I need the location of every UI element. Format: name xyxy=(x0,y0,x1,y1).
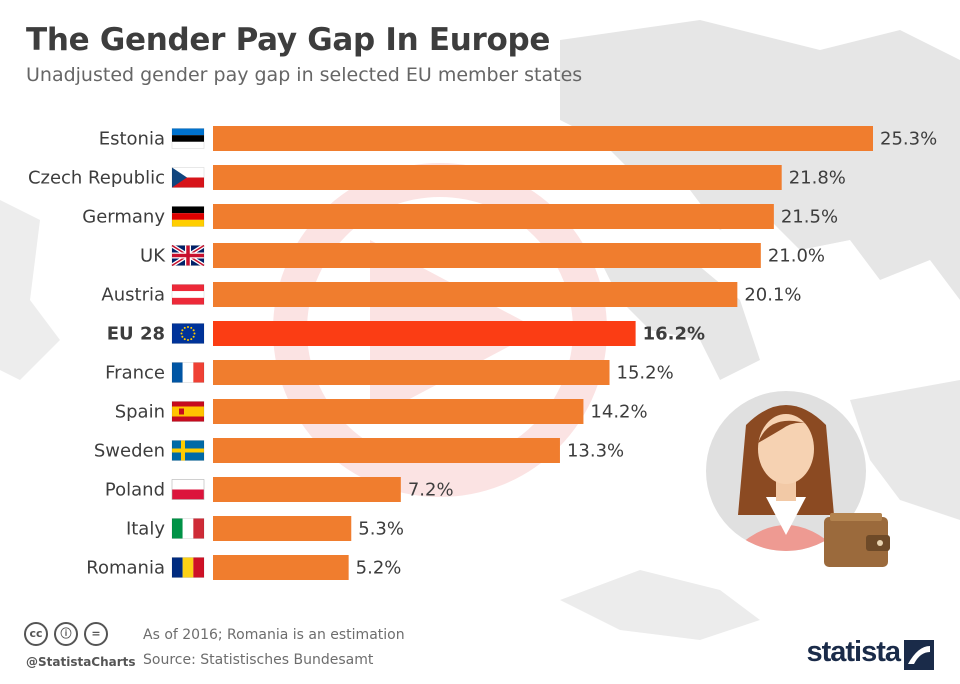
by-icon: ⓘ xyxy=(54,622,78,646)
bar-france xyxy=(213,360,610,385)
value-label-italy: 5.3% xyxy=(358,519,404,540)
category-label-spain: Spain xyxy=(115,402,165,423)
flag-spain-icon xyxy=(171,401,205,422)
license-icons: cc ⓘ = xyxy=(24,622,114,646)
bar-eu-28 xyxy=(213,321,636,346)
flag-estonia-icon xyxy=(171,128,205,149)
category-label-italy: Italy xyxy=(126,519,165,540)
category-label-austria: Austria xyxy=(101,285,165,306)
flags-group xyxy=(170,128,206,578)
bar-austria xyxy=(213,282,738,307)
footnote: As of 2016; Romania is an estimation xyxy=(143,627,405,643)
value-label-estonia: 25.3% xyxy=(880,129,937,150)
chart-title: The Gender Pay Gap In Europe xyxy=(26,22,551,58)
flag-uk-icon xyxy=(170,243,206,268)
flag-italy-icon xyxy=(171,518,205,539)
source-note: Source: Statistisches Bundesamt xyxy=(143,652,374,668)
category-label-germany: Germany xyxy=(82,207,165,228)
flag-france-icon xyxy=(171,362,205,383)
twitter-handle: @StatistaCharts xyxy=(26,655,136,669)
category-label-eu-28: EU 28 xyxy=(107,324,165,345)
bar-spain xyxy=(213,399,584,424)
flag-sweden-icon xyxy=(171,440,205,461)
nd-icon: = xyxy=(84,622,108,646)
chart-subtitle: Unadjusted gender pay gap in selected EU… xyxy=(26,64,583,86)
flag-germany-icon xyxy=(171,206,205,227)
value-label-uk: 21.0% xyxy=(768,246,825,267)
flag-czech-icon xyxy=(171,167,205,188)
value-label-czech-republic: 21.8% xyxy=(789,168,846,189)
bar-romania xyxy=(213,555,349,580)
value-label-poland: 7.2% xyxy=(408,480,454,501)
category-label-france: France xyxy=(105,363,165,384)
wallet-icon xyxy=(824,513,890,567)
flag-romania-icon xyxy=(171,557,205,578)
value-labels: 25.3% 21.8% 21.5% 21.0% 20.1% 16.2% 15.2% 14.2%… xyxy=(356,129,938,579)
statista-mark-icon xyxy=(904,640,934,670)
bar-estonia xyxy=(213,126,873,151)
value-label-spain: 14.2% xyxy=(590,402,647,423)
value-label-eu-28: 16.2% xyxy=(643,324,705,345)
cc-icon: cc xyxy=(24,622,48,646)
bar-italy xyxy=(213,516,352,541)
woman-with-wallet-illustration xyxy=(706,391,890,567)
bar-uk xyxy=(213,243,761,268)
category-label-poland: Poland xyxy=(105,480,165,501)
category-label-uk: UK xyxy=(140,246,166,267)
value-label-austria: 20.1% xyxy=(744,285,801,306)
statista-logo: statista xyxy=(806,636,901,668)
value-label-france: 15.2% xyxy=(617,363,674,384)
category-label-sweden: Sweden xyxy=(94,441,165,462)
value-label-germany: 21.5% xyxy=(781,207,838,228)
flag-eu-icon xyxy=(171,323,205,344)
category-label-czech-republic: Czech Republic xyxy=(28,168,165,189)
category-labels: Estonia Czech Republic Germany UK Austria EU … xyxy=(28,129,166,579)
bars-group xyxy=(213,126,873,580)
flag-austria-icon xyxy=(171,284,205,305)
bar-czech-republic xyxy=(213,165,782,190)
bar-sweden xyxy=(213,438,560,463)
value-label-sweden: 13.3% xyxy=(567,441,624,462)
bar-germany xyxy=(213,204,774,229)
category-label-romania: Romania xyxy=(86,558,165,579)
category-label-estonia: Estonia xyxy=(99,129,165,150)
value-label-romania: 5.2% xyxy=(356,558,402,579)
bar-poland xyxy=(213,477,401,502)
flag-poland-icon xyxy=(171,479,205,500)
